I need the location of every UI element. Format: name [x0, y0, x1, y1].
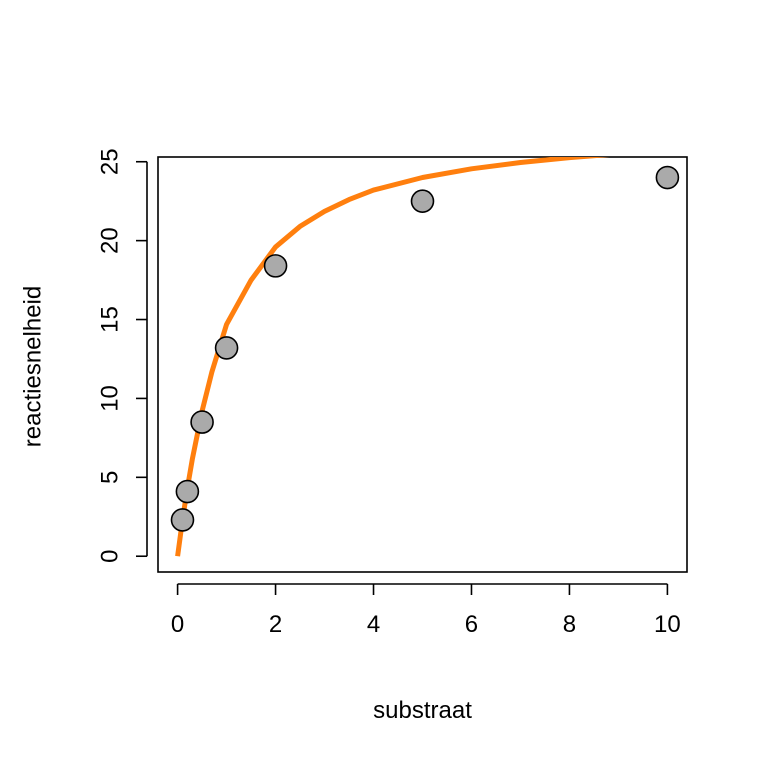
y-tick-label: 25 — [96, 148, 123, 175]
plot-frame — [157, 156, 688, 573]
y-tick-label: 0 — [96, 550, 123, 563]
data-point — [263, 254, 288, 278]
y-tick-label: 20 — [96, 227, 123, 254]
x-tick-label: 4 — [367, 611, 380, 638]
y-tick-label: 15 — [96, 306, 123, 333]
data-point — [175, 479, 200, 504]
plot-layer: 0 2 4 6 8 10 0 5 10 15 20 25 — [96, 148, 688, 638]
data-point — [214, 336, 239, 360]
x-axis-title: substraat — [373, 697, 472, 724]
y-axis-title: reactiesnelheid — [19, 286, 46, 447]
y-tick-label: 5 — [96, 471, 123, 484]
x-tick-label: 2 — [269, 611, 282, 638]
data-point — [190, 410, 214, 434]
x-tick-label: 10 — [654, 611, 681, 638]
fit-curve — [175, 157, 610, 557]
data-point — [655, 165, 680, 190]
y-tick-label: 10 — [96, 385, 123, 412]
x-tick-label: 8 — [563, 611, 576, 638]
data-point — [410, 189, 435, 213]
data-point — [170, 508, 195, 532]
x-tick-label: 0 — [171, 611, 184, 638]
x-tick-label: 6 — [465, 611, 478, 638]
